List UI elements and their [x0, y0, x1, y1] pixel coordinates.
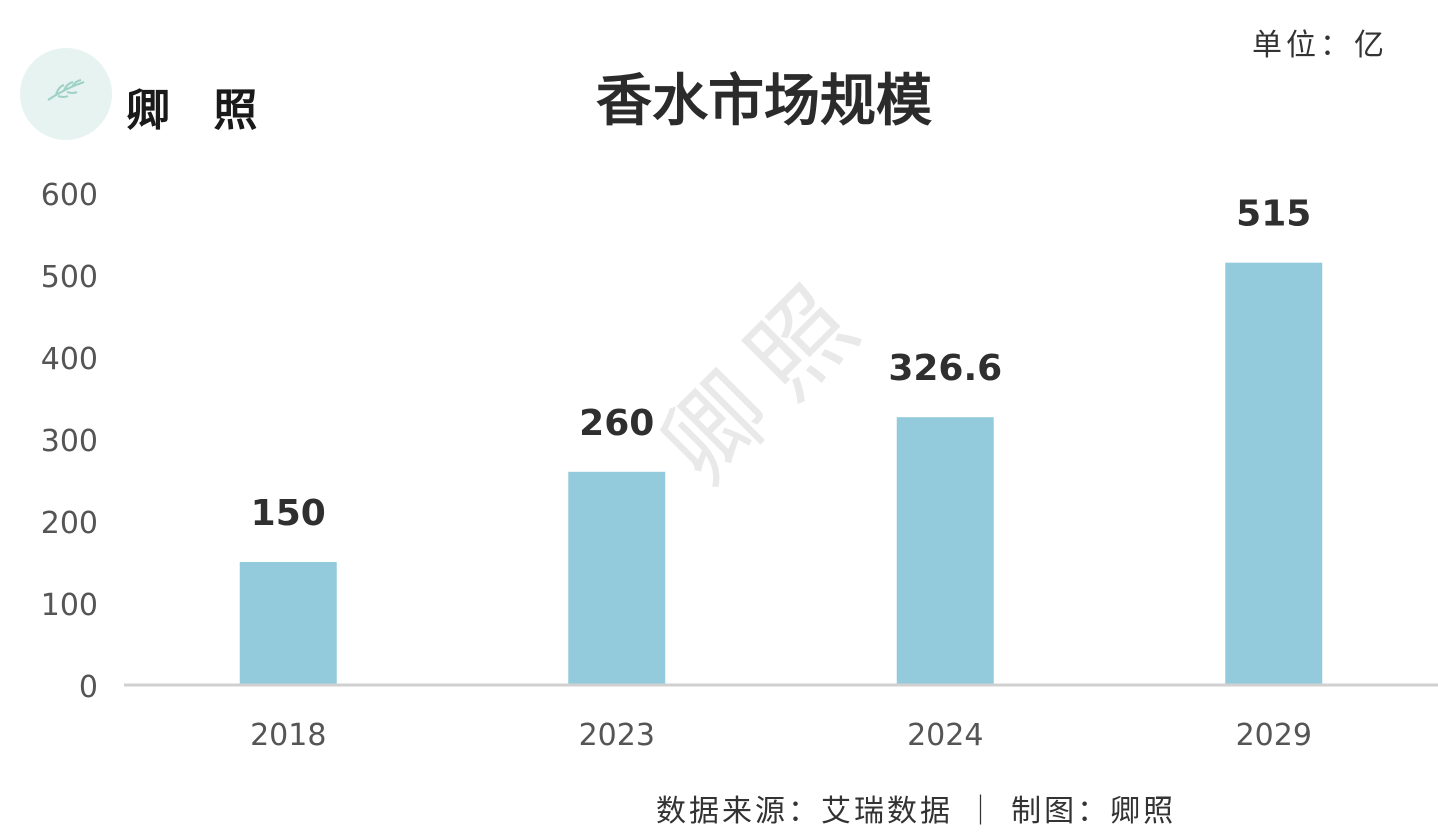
- bar: [239, 562, 337, 685]
- y-tick-label: 300: [41, 424, 98, 459]
- chart-title: 香水市场规模: [596, 68, 932, 134]
- brand-logo: [20, 48, 112, 140]
- x-tick-label: 2023: [579, 718, 655, 753]
- data-label: 150: [251, 493, 326, 534]
- y-tick-label: 400: [41, 342, 98, 377]
- bar-series: [239, 262, 1323, 685]
- data-labels: 150 260 326.6 515: [251, 194, 1312, 534]
- y-tick-label: 500: [41, 260, 98, 295]
- bar: [1225, 262, 1323, 685]
- bar: [896, 417, 994, 685]
- data-label: 515: [1236, 194, 1311, 235]
- y-tick-label: 600: [41, 178, 98, 213]
- source-note: 数据来源：艾瑞数据 ｜ 制图：卿照: [656, 794, 1177, 829]
- x-tick-label: 2029: [1236, 718, 1312, 753]
- unit-label: 单位：亿: [1252, 28, 1388, 63]
- y-tick-label: 0: [79, 670, 98, 705]
- y-tick-label: 100: [41, 588, 98, 623]
- data-label: 260: [579, 403, 654, 444]
- y-tick-label: 200: [41, 506, 98, 541]
- data-label: 326.6: [888, 348, 1002, 389]
- bar: [568, 471, 666, 685]
- x-tick-label: 2018: [250, 718, 326, 753]
- x-tick-label: 2024: [907, 718, 983, 753]
- x-axis: 2018 2023 2024 2029: [250, 718, 1312, 753]
- y-axis: 0 100 200 300 400 500 600: [41, 178, 98, 705]
- leaf-icon: [47, 79, 85, 101]
- brand-name: 卿 照: [126, 85, 272, 136]
